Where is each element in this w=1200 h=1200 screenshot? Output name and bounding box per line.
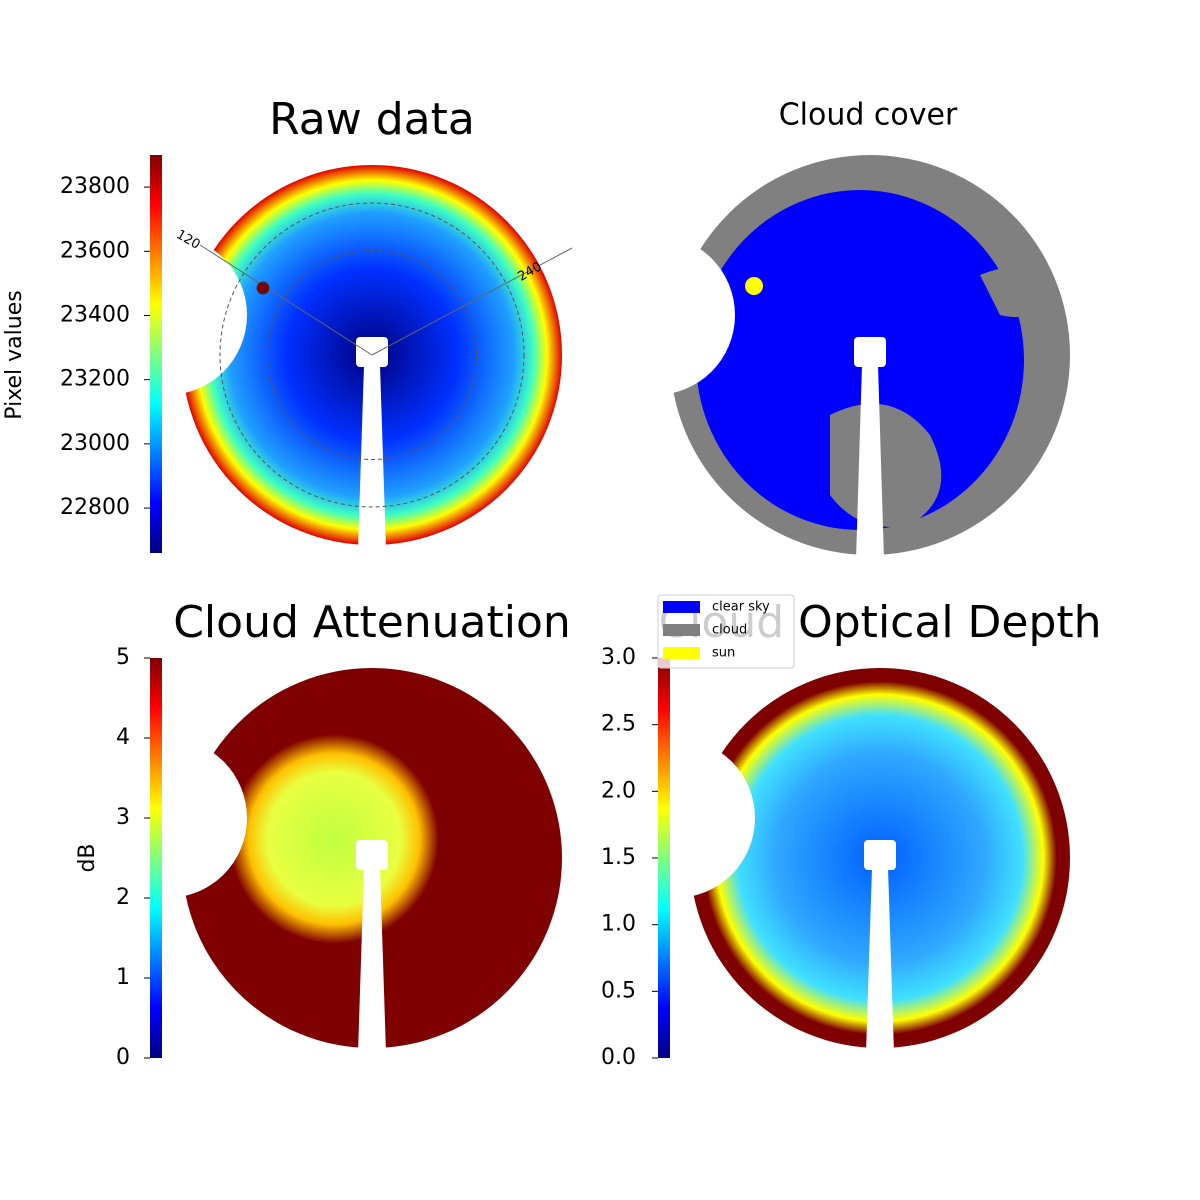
camera-arm — [866, 868, 894, 1053]
y-tick-label: 2.0 — [601, 778, 636, 803]
colorbar-label: Pixel values — [2, 290, 27, 419]
y-tick-label: 1.0 — [601, 912, 636, 937]
horizon-mask — [595, 738, 755, 898]
camera-arm — [358, 365, 386, 550]
horizon-mask — [87, 235, 247, 395]
colorbar — [150, 658, 162, 1058]
colorbar-label: dB — [75, 843, 100, 872]
y-tick-label: 5 — [116, 645, 130, 670]
y-tick-label: 2.5 — [601, 712, 636, 737]
polar-axis — [199, 244, 373, 356]
camera-mount — [854, 337, 886, 367]
y-tick-label: 1 — [116, 965, 130, 990]
legend-swatch — [663, 647, 700, 659]
horizon-mask — [87, 738, 247, 898]
sun-region — [745, 277, 763, 295]
polar-grid — [267, 250, 477, 460]
camera-arm — [358, 868, 386, 1053]
y-tick-label: 23400 — [60, 302, 130, 327]
horizon-mask — [575, 235, 735, 395]
panel: Cloud Attenuation 0 1 2 3 4 5 dB — [75, 597, 571, 1070]
polar-axis — [371, 247, 573, 356]
legend-label: clear sky — [712, 600, 770, 615]
legend-label: sun — [712, 646, 735, 661]
panel-title: Raw data — [269, 94, 475, 145]
y-tick-label: 3.0 — [601, 645, 636, 670]
y-tick-label: 23600 — [60, 238, 130, 263]
y-tick-label: 3 — [116, 805, 130, 830]
y-tick-label: 0.0 — [601, 1045, 636, 1070]
y-tick-label: 1.5 — [601, 845, 636, 870]
legend-swatch — [663, 601, 700, 613]
y-tick-label: 22800 — [60, 495, 130, 520]
sun-marker — [256, 281, 270, 295]
legend: clear sky cloud sun — [657, 594, 795, 669]
camera-mount — [356, 337, 388, 367]
y-tick-label: 2 — [116, 885, 130, 910]
panel: Raw data12024022800230002320023400236002… — [2, 94, 573, 553]
y-tick-label: 0 — [116, 1045, 130, 1070]
camera-arm — [856, 365, 884, 560]
y-tick-label: 23200 — [60, 367, 130, 392]
cloud-patch — [980, 267, 1050, 317]
camera-mount — [864, 840, 896, 870]
polar-grid — [219, 202, 525, 508]
camera-mount — [356, 840, 388, 870]
y-tick-label: 23800 — [60, 174, 130, 199]
panel-title: Cloud cover — [779, 98, 958, 133]
panel: Cloud cover — [575, 98, 1070, 560]
y-tick-label: 0.5 — [601, 978, 636, 1003]
legend-swatch — [663, 624, 700, 636]
colorbar — [150, 155, 162, 553]
y-tick-label: 23000 — [60, 431, 130, 456]
cloud-patch — [830, 403, 942, 527]
legend-label: cloud — [712, 623, 747, 638]
y-tick-label: 4 — [116, 725, 130, 750]
panel-title: Cloud Attenuation — [173, 597, 571, 648]
colorbar — [658, 658, 670, 1058]
